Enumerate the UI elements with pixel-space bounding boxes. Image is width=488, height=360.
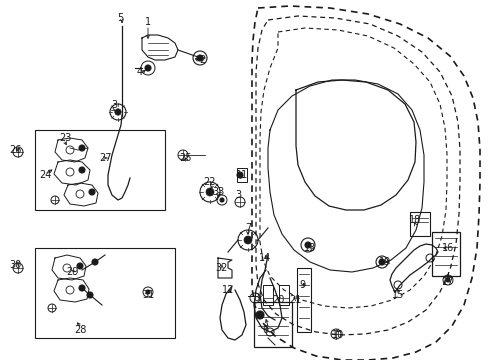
Bar [409,212,429,236]
Bar [296,268,310,332]
Bar [35,130,164,210]
Ellipse shape [378,259,384,265]
Text: 22: 22 [203,177,216,187]
Ellipse shape [89,189,95,195]
Text: 26: 26 [9,145,21,155]
Text: 30: 30 [9,260,21,270]
Ellipse shape [244,236,251,244]
Text: 20: 20 [271,295,284,305]
Text: 25: 25 [179,153,191,163]
Text: 11: 11 [235,170,247,180]
Text: 29: 29 [66,267,78,277]
Text: 5: 5 [117,13,123,23]
Ellipse shape [79,145,85,151]
Ellipse shape [115,109,121,115]
Ellipse shape [146,290,150,294]
Bar [237,168,246,182]
Text: 8: 8 [252,293,259,303]
Text: 27: 27 [99,153,111,163]
Text: 21: 21 [288,295,301,305]
Text: 13: 13 [303,243,315,253]
Bar [35,248,175,338]
Text: 4: 4 [137,67,143,77]
Text: 33: 33 [211,187,224,197]
Text: 12: 12 [222,285,234,295]
Text: 15: 15 [391,290,404,300]
Bar [279,285,288,305]
Ellipse shape [87,292,93,298]
Text: 16: 16 [441,243,453,253]
Ellipse shape [77,263,83,269]
Ellipse shape [237,172,243,178]
Text: 1: 1 [144,17,151,27]
Ellipse shape [305,242,310,248]
Ellipse shape [220,198,224,202]
Text: 19: 19 [378,257,390,267]
Ellipse shape [197,55,203,61]
Ellipse shape [92,259,98,265]
Text: 17: 17 [441,277,453,287]
Bar [431,232,459,276]
Ellipse shape [205,188,214,196]
Text: 3: 3 [111,100,117,110]
Text: 31: 31 [142,290,154,300]
Text: 18: 18 [408,215,420,225]
Ellipse shape [145,65,151,71]
Text: 6: 6 [262,325,267,335]
Text: 9: 9 [298,280,305,290]
Text: 14: 14 [258,253,270,263]
Text: 2: 2 [199,55,204,65]
Ellipse shape [79,285,85,291]
Text: 23: 23 [59,133,71,143]
Ellipse shape [79,167,85,173]
Text: 28: 28 [74,325,86,335]
Bar [253,302,291,347]
Text: 24: 24 [39,170,51,180]
Text: 10: 10 [331,330,344,340]
Text: 7: 7 [244,223,251,233]
Bar [263,285,272,305]
Text: 32: 32 [215,263,228,273]
Ellipse shape [445,278,449,282]
Text: 3: 3 [234,190,241,200]
Ellipse shape [256,311,264,319]
